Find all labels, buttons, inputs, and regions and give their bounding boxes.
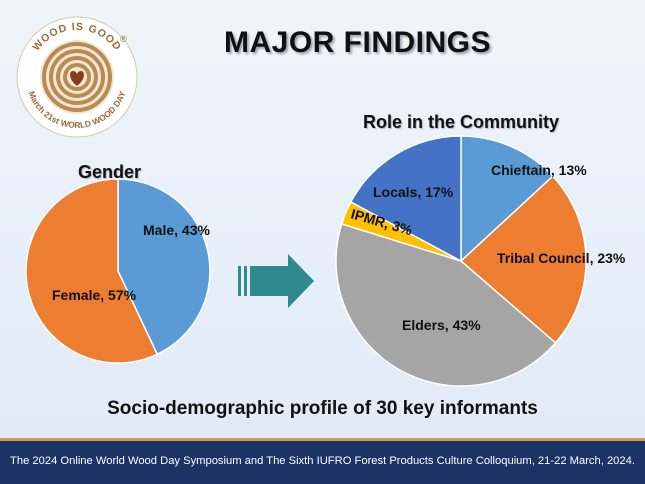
- logo-registered-mark: ®: [120, 34, 127, 44]
- gender-pie-chart: [25, 178, 211, 364]
- role-pie-slice-elders: [335, 222, 557, 387]
- gender-pie-slice-female: [25, 178, 159, 364]
- role-pie-chart: [335, 135, 587, 387]
- slide-subtitle: Socio-demographic profile of 30 key info…: [107, 398, 538, 419]
- world-wood-day-logo: WOOD IS GOOD March 21st WORLD WOOD DAY ®: [16, 16, 138, 138]
- pie-label-tribal-council: Tribal Council, 23%: [497, 250, 626, 266]
- pie-label-elders: Elders, 43%: [402, 317, 481, 333]
- gender-chart-title: Gender: [78, 162, 142, 182]
- footer-text: The 2024 Online World Wood Day Symposium…: [10, 455, 635, 467]
- footer-bar: The 2024 Online World Wood Day Symposium…: [0, 438, 645, 484]
- role-pie-slice-chieftain: [460, 135, 554, 263]
- role-pie-slice-locals: [349, 135, 462, 263]
- role-pie-slice-tribal-council: [459, 175, 587, 344]
- heart-icon: [70, 71, 84, 86]
- pie-label-male: Male, 43%: [143, 222, 210, 238]
- role-chart-title: Role in the Community: [363, 112, 560, 132]
- pie-label-locals: Locals, 17%: [373, 184, 454, 200]
- gender-pie-slice-male: [117, 178, 211, 356]
- right-arrow-icon: [238, 254, 314, 308]
- page-title: MAJOR FINDINGS: [223, 26, 491, 59]
- pie-label-chieftain: Chieftain, 13%: [491, 162, 587, 178]
- pie-label-female: Female, 57%: [52, 287, 137, 303]
